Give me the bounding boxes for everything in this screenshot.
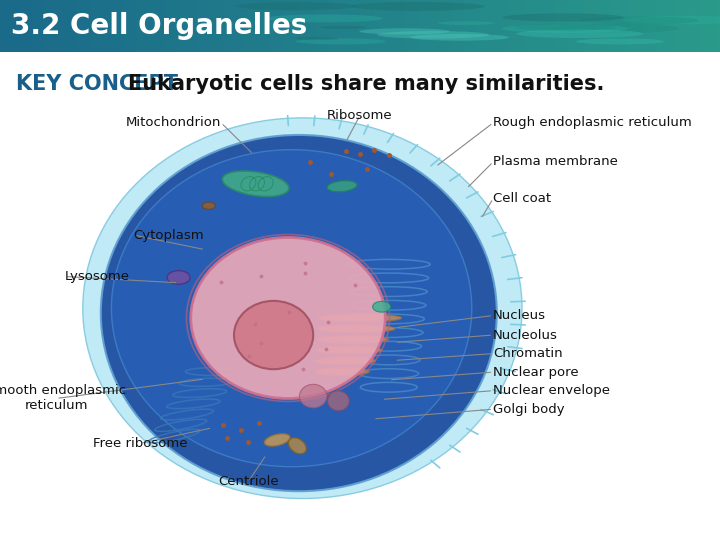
Ellipse shape (319, 314, 402, 322)
Ellipse shape (300, 384, 327, 408)
Text: Plasma membrane: Plasma membrane (493, 156, 618, 168)
Ellipse shape (191, 238, 385, 399)
Ellipse shape (623, 16, 720, 24)
Text: KEY CONCEPT: KEY CONCEPT (16, 74, 178, 94)
Ellipse shape (377, 31, 490, 38)
Ellipse shape (264, 434, 290, 446)
Ellipse shape (222, 171, 289, 197)
Ellipse shape (502, 24, 629, 33)
Ellipse shape (295, 37, 339, 40)
Ellipse shape (289, 438, 306, 454)
Ellipse shape (234, 301, 313, 369)
Ellipse shape (315, 368, 369, 375)
Text: Cytoplasm: Cytoplasm (133, 228, 204, 241)
Ellipse shape (351, 2, 485, 11)
Text: Nuclear envelope: Nuclear envelope (493, 384, 611, 397)
Ellipse shape (236, 2, 356, 10)
Text: Rough endoplasmic reticulum: Rough endoplasmic reticulum (493, 116, 692, 129)
Ellipse shape (503, 14, 624, 22)
Ellipse shape (295, 38, 386, 44)
Text: Golgi body: Golgi body (493, 403, 564, 416)
Ellipse shape (580, 17, 699, 25)
Ellipse shape (575, 38, 664, 44)
Ellipse shape (167, 271, 190, 284)
Ellipse shape (327, 180, 357, 192)
Ellipse shape (318, 325, 395, 333)
Ellipse shape (359, 28, 450, 35)
Text: Mitochondrion: Mitochondrion (126, 116, 221, 129)
Text: Ribosome: Ribosome (327, 109, 393, 122)
Text: Chromatin: Chromatin (493, 347, 563, 360)
Ellipse shape (373, 301, 391, 312)
Text: Nucleolus: Nucleolus (493, 328, 558, 341)
Ellipse shape (317, 346, 382, 354)
Text: Smooth endoplasmic
reticulum: Smooth endoplasmic reticulum (0, 384, 126, 413)
Text: Nucleus: Nucleus (493, 309, 546, 322)
Text: Nuclear pore: Nuclear pore (493, 366, 579, 379)
Ellipse shape (101, 135, 497, 491)
Ellipse shape (438, 21, 495, 25)
Ellipse shape (319, 26, 367, 29)
Ellipse shape (83, 118, 522, 498)
Ellipse shape (515, 24, 615, 31)
Text: Centriole: Centriole (218, 475, 279, 488)
Ellipse shape (318, 335, 389, 343)
Ellipse shape (410, 34, 509, 40)
Text: 3.2 Cell Organelles: 3.2 Cell Organelles (11, 12, 307, 40)
Text: Lysosome: Lysosome (65, 270, 130, 283)
Ellipse shape (112, 150, 472, 467)
Ellipse shape (265, 15, 383, 22)
Ellipse shape (328, 391, 349, 411)
Text: Eukaryotic cells share many similarities.: Eukaryotic cells share many similarities… (128, 74, 605, 94)
Text: Cell coat: Cell coat (493, 192, 552, 205)
Text: Free ribosome: Free ribosome (93, 437, 188, 450)
Ellipse shape (516, 30, 643, 38)
Ellipse shape (315, 357, 376, 365)
Ellipse shape (549, 24, 679, 33)
Ellipse shape (202, 202, 215, 210)
